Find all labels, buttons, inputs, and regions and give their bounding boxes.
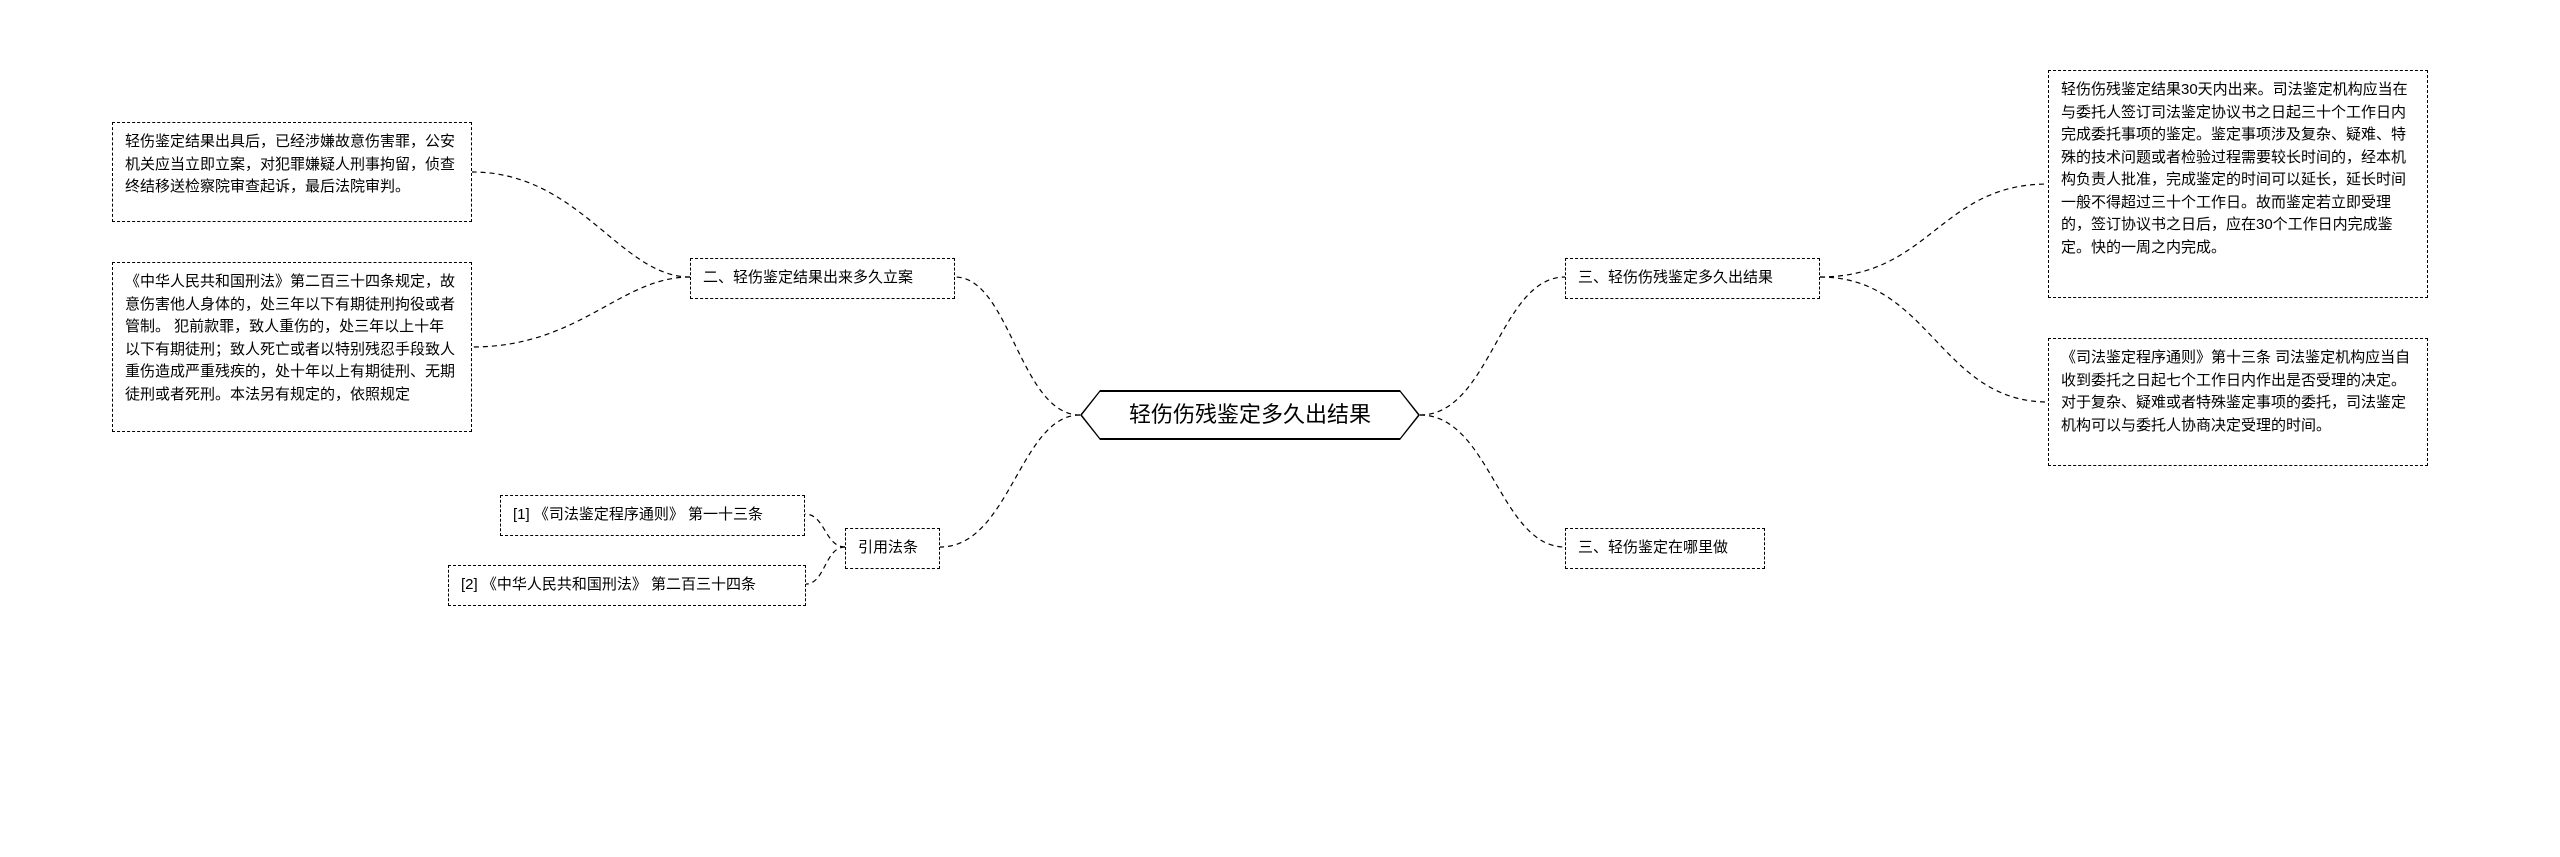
leaf-node-citation-2: [2] 《中华人民共和国刑法》 第二百三十四条 — [448, 565, 806, 606]
branch-node-case-filing: 二、轻伤鉴定结果出来多久立案 — [690, 258, 955, 299]
central-node: 轻伤伤残鉴定多久出结果 — [1082, 392, 1418, 438]
leaf-node-case-filing-desc1: 轻伤鉴定结果出具后，已经涉嫌故意伤害罪，公安机关应当立即立案，对犯罪嫌疑人刑事拘… — [112, 122, 472, 222]
branch-node-result-time: 三、轻伤伤残鉴定多久出结果 — [1565, 258, 1820, 299]
branch-node-where: 三、轻伤鉴定在哪里做 — [1565, 528, 1765, 569]
leaf-node-citation-1: [1] 《司法鉴定程序通则》 第一十三条 — [500, 495, 805, 536]
leaf-node-result-time-desc1: 轻伤伤残鉴定结果30天内出来。司法鉴定机构应当在与委托人签订司法鉴定协议书之日起… — [2048, 70, 2428, 298]
leaf-node-result-time-desc2: 《司法鉴定程序通则》第十三条 司法鉴定机构应当自收到委托之日起七个工作日内作出是… — [2048, 338, 2428, 466]
branch-node-citations: 引用法条 — [845, 528, 940, 569]
leaf-node-case-filing-desc2: 《中华人民共和国刑法》第二百三十四条规定，故意伤害他人身体的，处三年以下有期徒刑… — [112, 262, 472, 432]
